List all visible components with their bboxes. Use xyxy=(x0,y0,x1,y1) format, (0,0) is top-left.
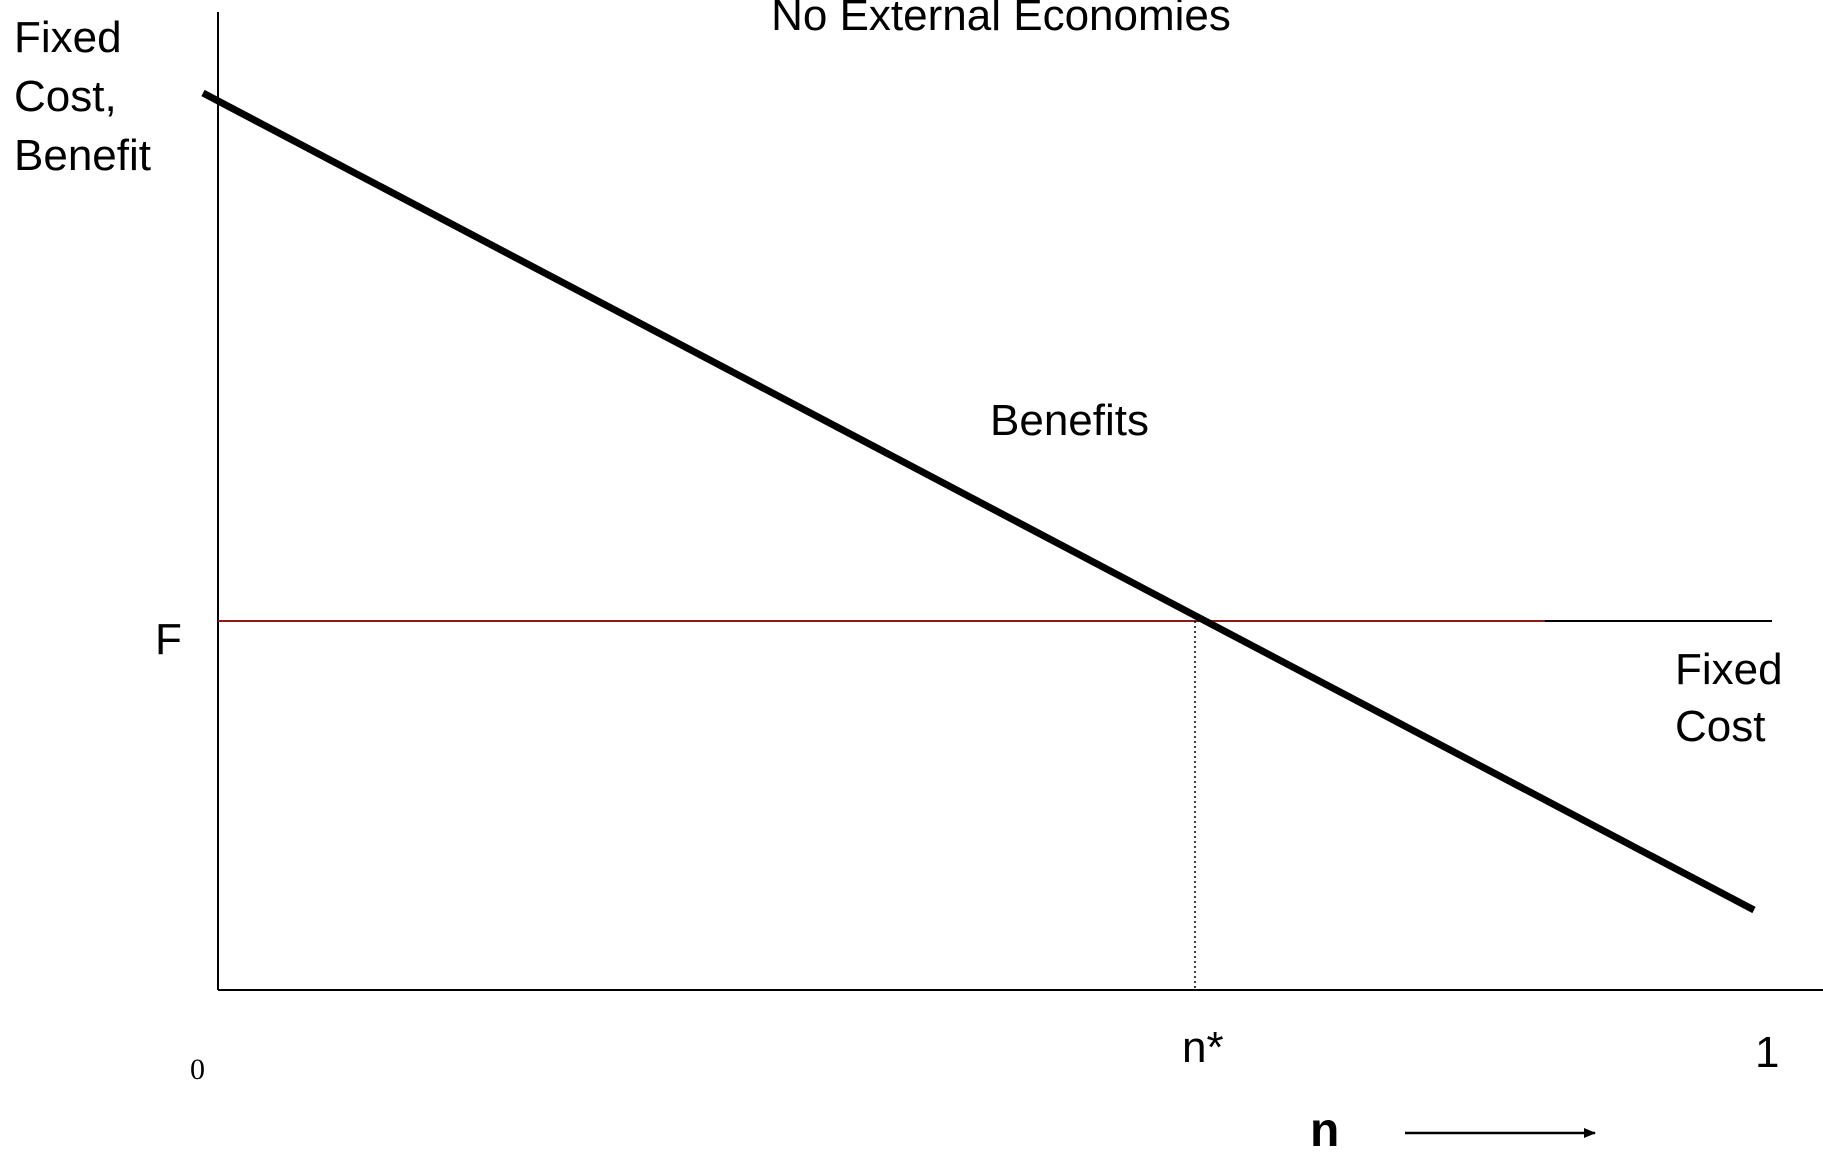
y-axis-label-line-3: Benefit xyxy=(14,131,151,180)
benefits-label: Benefits xyxy=(990,396,1149,445)
fixed-cost-label-line-2: Cost xyxy=(1675,702,1765,751)
origin-label: 0 xyxy=(190,1053,205,1086)
benefits-line xyxy=(201,89,1756,914)
fixed-cost-label-line-1: Fixed xyxy=(1675,645,1783,694)
x-end-label: 1 xyxy=(1755,1028,1779,1077)
n-star-label: n* xyxy=(1182,1023,1224,1072)
y-axis-label-line-1: Fixed xyxy=(14,13,122,62)
y-axis-label-line-2: Cost, xyxy=(14,72,117,121)
diagram-title: No External Economies xyxy=(771,0,1231,40)
f-level-label: F xyxy=(155,615,182,664)
x-axis-label: n xyxy=(1310,1104,1339,1151)
